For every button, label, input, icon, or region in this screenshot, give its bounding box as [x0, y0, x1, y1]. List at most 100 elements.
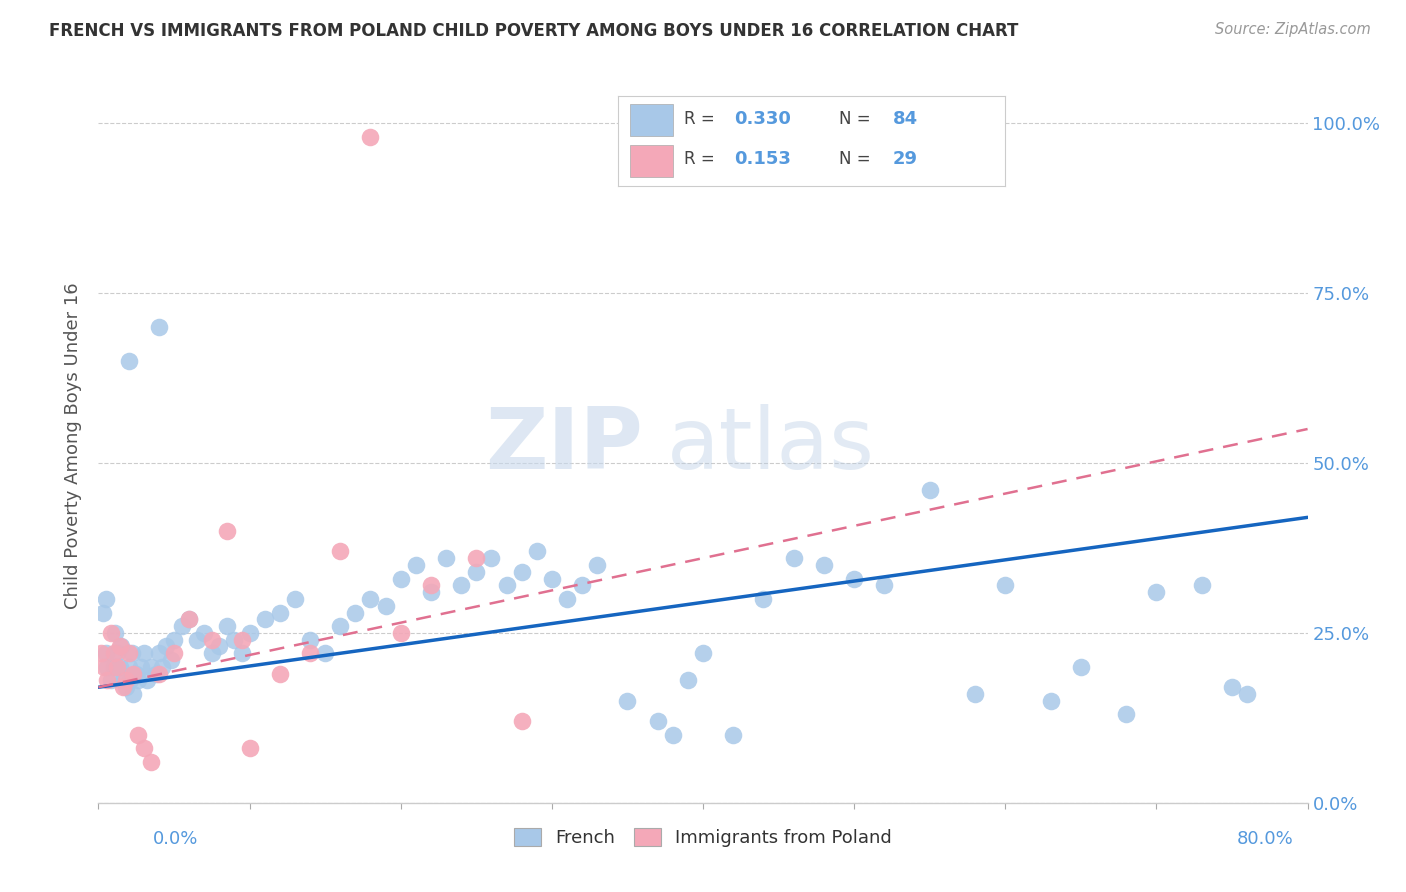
- Point: [103, 646, 125, 660]
- Point: [284, 591, 307, 606]
- Point: [179, 612, 201, 626]
- Point: [103, 660, 125, 674]
- Point: [1070, 660, 1092, 674]
- Point: [676, 673, 699, 688]
- Point: [299, 632, 322, 647]
- Point: [135, 673, 157, 688]
- Point: [586, 558, 609, 572]
- Point: [420, 578, 443, 592]
- Point: [148, 646, 170, 660]
- Text: Source: ZipAtlas.com: Source: ZipAtlas.com: [1215, 22, 1371, 37]
- Point: [141, 755, 163, 769]
- Text: 80.0%: 80.0%: [1237, 830, 1294, 847]
- Point: [510, 714, 533, 729]
- Point: [104, 626, 127, 640]
- Point: [510, 565, 533, 579]
- Text: 0.0%: 0.0%: [153, 830, 198, 847]
- Point: [111, 680, 134, 694]
- Point: [121, 646, 143, 660]
- Point: [96, 660, 118, 674]
- Point: [692, 646, 714, 660]
- Point: [118, 660, 141, 674]
- Point: [91, 606, 114, 620]
- Point: [118, 646, 141, 660]
- Point: [100, 626, 122, 640]
- Point: [965, 687, 987, 701]
- Point: [94, 591, 117, 606]
- Point: [647, 714, 669, 729]
- Point: [405, 558, 427, 572]
- Point: [783, 551, 806, 566]
- Point: [111, 673, 134, 688]
- Y-axis label: Child Poverty Among Boys Under 16: Child Poverty Among Boys Under 16: [65, 283, 83, 609]
- Point: [148, 666, 170, 681]
- Text: ZIP: ZIP: [485, 404, 643, 488]
- Point: [314, 646, 336, 660]
- Legend: French, Immigrants from Poland: French, Immigrants from Poland: [508, 821, 898, 855]
- Point: [201, 632, 224, 647]
- Point: [1236, 687, 1258, 701]
- Point: [661, 728, 683, 742]
- Point: [239, 741, 262, 756]
- Point: [616, 694, 638, 708]
- Point: [239, 626, 262, 640]
- Point: [129, 660, 152, 674]
- Point: [132, 741, 155, 756]
- Point: [215, 619, 238, 633]
- Text: atlas: atlas: [666, 404, 875, 488]
- Point: [389, 572, 412, 586]
- Point: [105, 660, 128, 674]
- Point: [145, 666, 167, 681]
- Point: [723, 728, 745, 742]
- Point: [193, 626, 215, 640]
- Point: [125, 666, 148, 681]
- Point: [163, 646, 186, 660]
- Point: [526, 544, 548, 558]
- Point: [114, 673, 136, 688]
- Point: [127, 728, 149, 742]
- Point: [231, 646, 253, 660]
- Point: [844, 572, 866, 586]
- Point: [374, 599, 396, 613]
- Point: [450, 578, 472, 592]
- Point: [122, 666, 145, 681]
- Point: [122, 687, 145, 701]
- Point: [224, 632, 246, 647]
- Point: [752, 591, 775, 606]
- Point: [148, 320, 170, 334]
- Point: [231, 632, 253, 647]
- Point: [420, 585, 443, 599]
- Point: [555, 591, 578, 606]
- Point: [163, 632, 186, 647]
- Point: [329, 544, 352, 558]
- Point: [160, 653, 183, 667]
- Point: [100, 673, 122, 688]
- Point: [93, 660, 115, 674]
- Point: [208, 640, 231, 654]
- Point: [495, 578, 517, 592]
- Point: [127, 673, 149, 688]
- Point: [120, 673, 142, 688]
- Point: [141, 660, 163, 674]
- Point: [132, 646, 155, 660]
- Point: [1191, 578, 1213, 592]
- Point: [465, 551, 488, 566]
- Point: [108, 640, 131, 654]
- Text: FRENCH VS IMMIGRANTS FROM POLAND CHILD POVERTY AMONG BOYS UNDER 16 CORRELATION C: FRENCH VS IMMIGRANTS FROM POLAND CHILD P…: [49, 22, 1018, 40]
- Point: [90, 646, 112, 660]
- Point: [253, 612, 276, 626]
- Point: [215, 524, 238, 538]
- Point: [1115, 707, 1137, 722]
- Point: [299, 646, 322, 660]
- Point: [108, 660, 131, 674]
- Point: [110, 640, 132, 654]
- Point: [269, 606, 291, 620]
- Point: [201, 646, 224, 660]
- Point: [465, 565, 488, 579]
- Point: [994, 578, 1017, 592]
- Point: [434, 551, 457, 566]
- Point: [360, 591, 382, 606]
- Point: [1220, 680, 1243, 694]
- Point: [918, 483, 941, 498]
- Point: [1039, 694, 1062, 708]
